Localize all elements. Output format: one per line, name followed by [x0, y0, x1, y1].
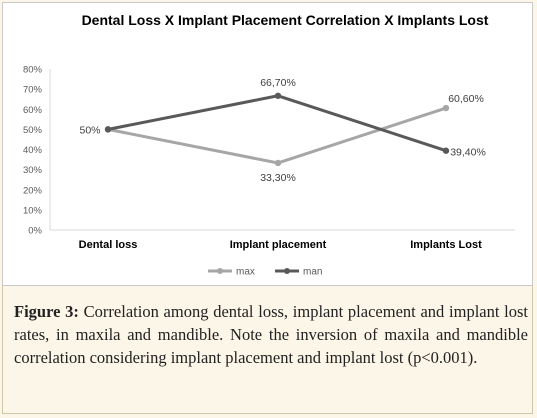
data-label-man: 50% — [79, 124, 100, 136]
point-max — [442, 104, 450, 112]
data-label-man: 66,70% — [260, 77, 296, 89]
y-tick-label: 80% — [23, 65, 43, 76]
data-label-man: 39,40% — [450, 147, 486, 159]
legend-marker-man — [284, 268, 290, 274]
chart-area — [2, 2, 533, 286]
y-tick-label: 50% — [23, 125, 43, 136]
x-category-labels: Dental loss Implant placement Implants Los… — [79, 239, 482, 251]
point-man — [104, 126, 112, 133]
x-category-label: Implants Lost — [410, 239, 482, 251]
series-points — [104, 92, 450, 167]
y-tick-label: 10% — [23, 205, 43, 216]
point-man — [274, 92, 282, 99]
figure-caption: Figure 3: Correlation among dental loss,… — [14, 300, 528, 369]
series-lines — [107, 94, 447, 165]
legend: max man — [208, 267, 322, 278]
y-tick-label: 60% — [23, 105, 43, 116]
y-tick-label: 0% — [28, 226, 42, 237]
point-man — [442, 147, 450, 154]
caption-text: Correlation among dental loss, implant p… — [14, 302, 529, 367]
data-label-max: 60,60% — [448, 93, 484, 105]
y-tick-label: 30% — [23, 165, 43, 176]
y-tick-label: 40% — [23, 145, 43, 156]
y-tick-label: 70% — [23, 85, 43, 96]
caption-label: Figure 3: — [14, 302, 79, 321]
point-max — [274, 159, 282, 167]
line-chart: Dental Loss X Implant Placement Correlat… — [23, 12, 515, 278]
x-category-label: Dental loss — [79, 239, 138, 251]
chart-title: Dental Loss X Implant Placement Correlat… — [82, 12, 489, 28]
data-label-max: 33,30% — [260, 172, 296, 184]
legend-marker-max — [217, 268, 223, 274]
legend-label-man: man — [303, 267, 322, 278]
y-tick-label: 20% — [23, 185, 43, 196]
legend-label-max: max — [236, 267, 255, 278]
x-category-label: Implant placement — [230, 239, 327, 251]
y-tick-labels: 0% 10% 20% 30% 40% 50% 60% 70% 80% — [23, 65, 43, 237]
data-labels: 33,30% 60,60% 50% 66,70% 39,40% — [79, 77, 485, 184]
